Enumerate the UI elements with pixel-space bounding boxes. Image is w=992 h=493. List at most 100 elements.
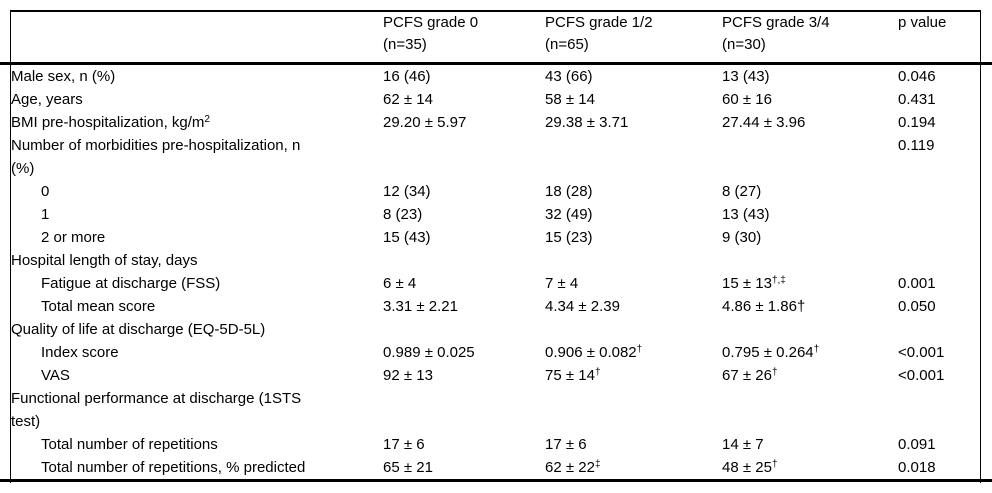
cell-grade12 <box>545 249 722 272</box>
cell-grade12: 18 (28) <box>545 183 593 200</box>
cell-pvalue <box>898 203 980 226</box>
col-header-pvalue: p value <box>898 12 980 65</box>
table-row: 0 12 (34) 18 (28) 8 (27) <box>11 180 980 203</box>
cell-grade0: 0.989 ± 0.025 <box>383 344 475 361</box>
col-header-n: (n=65) <box>545 36 589 53</box>
cell-grade12: 43 (66) <box>545 68 593 85</box>
cell-grade34 <box>722 387 898 433</box>
header-separator-rule <box>0 62 992 65</box>
row-label: Hospital length of stay, days <box>11 252 198 269</box>
row-label: Total number of repetitions <box>41 436 218 453</box>
row-label: 2 or more <box>41 229 106 246</box>
col-header-title: PCFS grade 3/4 <box>722 14 830 31</box>
cell-grade0: 62 ± 14 <box>383 91 433 108</box>
row-label: Age, years <box>11 91 83 108</box>
table-row: Fatigue at discharge (FSS) 6 ± 4 7 ± 4 15 ±… <box>11 272 980 295</box>
cell-grade12: 62 ± 22‡ <box>545 459 601 476</box>
row-label: Total mean score <box>41 298 156 315</box>
cell-pvalue: 0.050 <box>898 298 936 315</box>
cell-grade12: 32 (49) <box>545 206 593 223</box>
cell-grade12: 58 ± 14 <box>545 91 595 108</box>
col-header-title: p value <box>898 14 947 31</box>
cell-grade0: 17 ± 6 <box>383 436 425 453</box>
significance-marker: † <box>594 367 601 378</box>
cell-grade34: 27.44 ± 3.96 <box>722 114 806 131</box>
table-row: Total mean score 3.31 ± 2.21 4.34 ± 2.39 4.… <box>11 295 980 318</box>
col-header-n: (n=35) <box>383 36 427 53</box>
cell-grade34: 60 ± 16 <box>722 91 772 108</box>
cell-grade12 <box>545 134 722 180</box>
row-label: Male sex, n (%) <box>11 68 116 85</box>
row-label: BMI pre-hospitalization, kg/m2 <box>11 114 210 131</box>
table-row: Hospital length of stay, days <box>11 249 980 272</box>
cell-grade12: 7 ± 4 <box>545 275 579 292</box>
cell-grade34: 48 ± 25† <box>722 459 778 476</box>
cell-pvalue: 0.001 <box>898 275 936 292</box>
table-row: Age, years 62 ± 14 58 ± 14 60 ± 16 0.431 <box>11 88 980 111</box>
cell-grade34 <box>722 318 898 341</box>
cell-grade0: 3.31 ± 2.21 <box>383 298 458 315</box>
cell-grade12: 4.34 ± 2.39 <box>545 298 620 315</box>
cell-grade12 <box>545 318 722 341</box>
cell-grade12 <box>545 387 722 433</box>
cell-grade0 <box>383 318 545 341</box>
cell-grade0: 29.20 ± 5.97 <box>383 114 467 131</box>
col-header-grade0: PCFS grade 0 (n=35) <box>383 12 545 65</box>
cell-grade0: 16 (46) <box>383 68 431 85</box>
table-row: Total number of repetitions 17 ± 6 17 ± 6 1… <box>11 433 980 456</box>
table-outer-border <box>10 10 981 483</box>
table-row: 2 or more 15 (43) 15 (23) 9 (30) <box>11 226 980 249</box>
cell-grade0: 6 ± 4 <box>383 275 417 292</box>
col-header-grade34: PCFS grade 3/4 (n=30) <box>722 12 898 65</box>
cell-grade34: 14 ± 7 <box>722 436 764 453</box>
cell-grade34: 13 (43) <box>722 206 770 223</box>
row-label: 1 <box>41 206 50 223</box>
cell-pvalue: 0.091 <box>898 436 936 453</box>
pcfs-outcomes-table: PCFS grade 0 (n=35) PCFS grade 1/2 (n=65) … <box>11 12 980 479</box>
row-label: Index score <box>41 344 119 361</box>
cell-grade12: 75 ± 14† <box>545 367 601 384</box>
cell-grade34: 67 ± 26† <box>722 367 778 384</box>
cell-grade34: 13 (43) <box>722 68 770 85</box>
significance-marker: ‡ <box>594 459 601 470</box>
cell-grade0: 12 (34) <box>383 183 431 200</box>
cell-grade0: 15 (43) <box>383 229 431 246</box>
col-header-title: PCFS grade 0 <box>383 14 479 31</box>
table-row: 1 8 (23) 32 (49) 13 (43) <box>11 203 980 226</box>
col-header-grade12: PCFS grade 1/2 (n=65) <box>545 12 722 65</box>
row-label: VAS <box>41 367 70 384</box>
cell-grade34 <box>722 249 898 272</box>
cell-pvalue: 0.046 <box>898 68 936 85</box>
cell-pvalue <box>898 387 980 433</box>
cell-pvalue <box>898 318 980 341</box>
cell-grade34: 15 ± 13†,‡ <box>722 275 786 292</box>
cell-pvalue: 0.431 <box>898 91 936 108</box>
table-row: Number of morbidities pre-hospitalizatio… <box>11 134 980 180</box>
cell-grade0 <box>383 387 545 433</box>
cell-grade0 <box>383 134 545 180</box>
header-row: PCFS grade 0 (n=35) PCFS grade 1/2 (n=65) … <box>11 12 980 65</box>
col-header-variable <box>11 12 383 65</box>
cell-grade34 <box>722 134 898 180</box>
row-label: Functional performance at discharge (1ST… <box>11 390 302 430</box>
significance-marker: † <box>636 344 643 355</box>
row-label: 0 <box>41 183 50 200</box>
cell-grade12: 0.906 ± 0.082† <box>545 344 643 361</box>
cell-pvalue: 0.194 <box>898 114 936 131</box>
significance-marker: † <box>771 367 778 378</box>
cell-pvalue: <0.001 <box>898 367 945 384</box>
row-label: Fatigue at discharge (FSS) <box>41 275 221 292</box>
cell-pvalue <box>898 226 980 249</box>
cell-pvalue: 0.119 <box>898 137 935 154</box>
table-bottom-rule <box>0 479 992 482</box>
cell-grade12: 17 ± 6 <box>545 436 587 453</box>
cell-pvalue <box>898 180 980 203</box>
table-row: Functional performance at discharge (1ST… <box>11 387 980 433</box>
significance-marker: † <box>771 459 778 470</box>
table-row: Index score 0.989 ± 0.025 0.906 ± 0.082† 0.… <box>11 341 980 364</box>
cell-pvalue <box>898 249 980 272</box>
row-label: Total number of repetitions, % predicted <box>41 459 306 476</box>
row-label: Number of morbidities pre-hospitalizatio… <box>11 137 301 177</box>
cell-grade34: 9 (30) <box>722 229 762 246</box>
